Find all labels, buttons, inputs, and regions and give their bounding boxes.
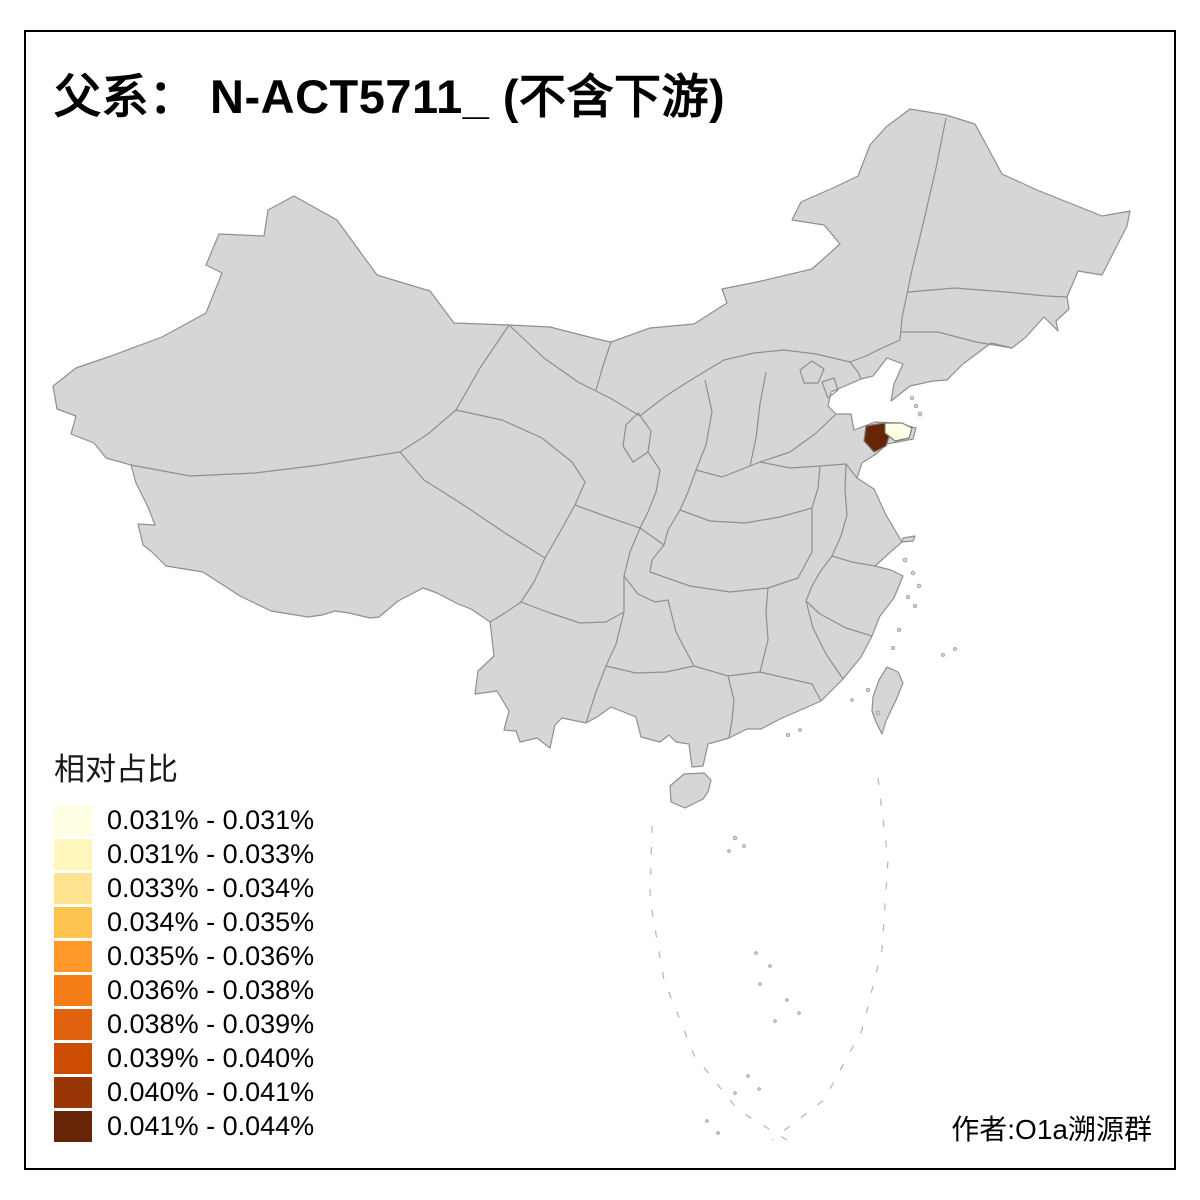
legend-swatch	[54, 872, 92, 904]
legend-label: 0.041% - 0.044%	[107, 1110, 315, 1141]
legend-item: 0.033% - 0.034%	[54, 871, 314, 905]
chongming-island	[901, 535, 916, 543]
legend-swatch	[54, 1042, 92, 1074]
legend-item: 0.039% - 0.040%	[54, 1041, 314, 1075]
legend-item: 0.031% - 0.033%	[54, 837, 314, 871]
legend-label: 0.040% - 0.041%	[107, 1076, 315, 1107]
legend-label: 0.031% - 0.033%	[107, 838, 315, 869]
legend-item: 0.035% - 0.036%	[54, 939, 314, 973]
china-mainland	[52, 108, 1131, 768]
legend-swatch	[54, 1008, 92, 1040]
legend-swatch	[54, 906, 92, 938]
legend-item: 0.040% - 0.041%	[54, 1075, 314, 1109]
attribution: 作者:O1a溯源群	[951, 1114, 1152, 1145]
legend-label: 0.031% - 0.031%	[107, 804, 315, 835]
legend-swatch	[54, 940, 92, 972]
legend-item: 0.041% - 0.044%	[54, 1109, 314, 1143]
legend-label: 0.038% - 0.039%	[107, 1008, 315, 1039]
region-highlight-low	[884, 422, 913, 442]
nine-dash-line	[649, 777, 889, 1143]
region-highlight-high	[863, 422, 891, 453]
map-layer	[52, 108, 1131, 1143]
small-islands	[705, 395, 957, 1135]
legend-label: 0.036% - 0.038%	[107, 974, 315, 1005]
plot-title: 父系： N-ACT5711_ (不含下游)	[54, 70, 726, 123]
legend-item: 0.036% - 0.038%	[54, 973, 314, 1007]
legend-swatch	[54, 974, 92, 1006]
hainan-island	[669, 772, 712, 809]
legend-label: 0.039% - 0.040%	[107, 1042, 315, 1073]
legend-swatch	[54, 1110, 92, 1142]
legend-item: 0.034% - 0.035%	[54, 905, 314, 939]
legend: 相对占比 0.031% - 0.031% 0.031% - 0.033% 0.0…	[54, 744, 314, 1143]
legend-label: 0.033% - 0.034%	[107, 872, 315, 903]
legend-swatch	[54, 804, 92, 836]
province-borders	[130, 117, 1068, 739]
legend-label: 0.035% - 0.036%	[107, 940, 315, 971]
taiwan-island	[871, 666, 904, 735]
legend-title: 相对占比	[54, 752, 178, 787]
legend-swatch	[54, 838, 92, 870]
legend-item: 0.031% - 0.031%	[54, 803, 314, 837]
legend-swatch	[54, 1076, 92, 1108]
legend-item: 0.038% - 0.039%	[54, 1007, 314, 1041]
legend-label: 0.034% - 0.035%	[107, 906, 315, 937]
